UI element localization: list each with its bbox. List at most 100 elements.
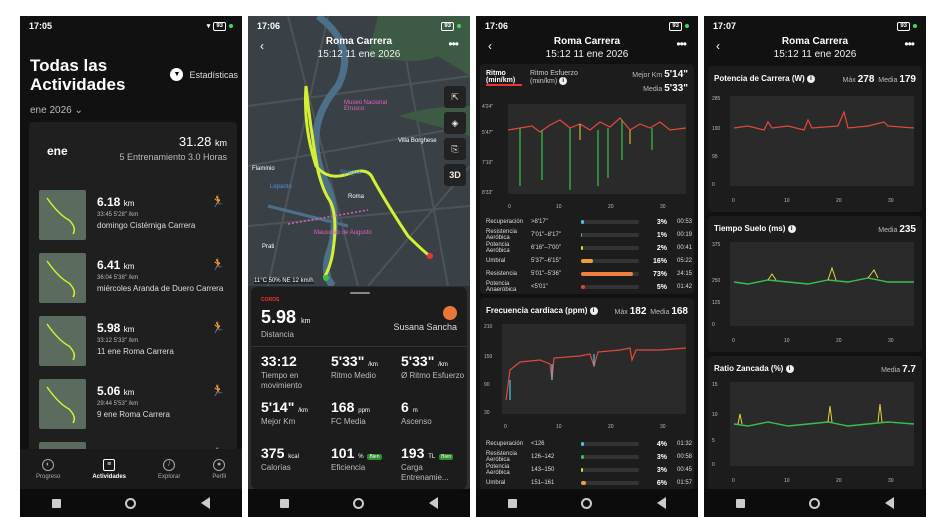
info-icon[interactable]: i [785, 364, 794, 373]
status-bar: 17:06 93 [476, 16, 698, 36]
activity-title: Roma Carrera [325, 36, 393, 47]
status-bar: 17:06 93 [248, 16, 470, 36]
export-icon[interactable]: ⎘ [444, 138, 466, 160]
pace-card: Ritmo (min/km) Ritmo Esfuerzo (min/km) i… [480, 64, 694, 294]
activity-list-item[interactable]: 5.06 km 29:44 5'53" /km 9 ene Roma Carrera… [29, 379, 237, 439]
system-nav [20, 489, 242, 517]
back-nav-button[interactable] [428, 497, 438, 509]
home-button[interactable] [809, 497, 821, 509]
route-thumbnail [39, 190, 86, 240]
zone-bar [581, 481, 639, 485]
map-label-prati: Prati [262, 244, 275, 250]
activity-list-item[interactable]: 5.98 km 33:12 5'33" /km 11 ene Roma Carrer… [29, 316, 237, 376]
tab-progreso[interactable]: ◐ Progreso [36, 458, 60, 480]
tab-actividades[interactable]: ≡ Actividades [92, 458, 126, 480]
route-thumbnail [39, 379, 86, 429]
back-nav-button[interactable] [884, 497, 894, 509]
route-map[interactable] [248, 16, 470, 286]
recents-button[interactable] [508, 498, 518, 508]
home-button[interactable] [125, 497, 137, 509]
more-icon[interactable]: ••• [904, 37, 915, 51]
system-nav [704, 489, 926, 517]
svg-text:5: 5 [712, 438, 715, 444]
status-bar: 17:05 ▾ 93 [20, 16, 242, 36]
back-nav-button[interactable] [200, 497, 210, 509]
more-icon[interactable]: ••• [448, 37, 459, 51]
tab-explorar[interactable]: / Explorar [158, 458, 180, 480]
svg-text:20: 20 [836, 338, 842, 344]
map-label-mausoleo: Mausoleo de Augusto [314, 230, 372, 236]
zone-row: Potencia Aeróbica 143–150 3% 00:45 [486, 464, 692, 476]
svg-text:10: 10 [784, 478, 790, 484]
brand-logo: COROS [261, 297, 280, 303]
recents-button[interactable] [52, 498, 62, 508]
map-label-museum: Museo Nacional Etrusco [344, 100, 388, 112]
tab-perfil[interactable]: ● Perfil [212, 458, 226, 480]
more-icon[interactable]: ••• [676, 37, 687, 51]
info-icon[interactable]: i [559, 77, 568, 85]
zone-bar [581, 246, 639, 250]
y-tick: 210 [484, 324, 493, 330]
info-icon[interactable]: i [787, 224, 796, 233]
svg-text:250: 250 [712, 278, 721, 284]
stride-ratio-card: Ratio Zancada (%) i Media 7.7 15 10 5 0 … [708, 356, 922, 492]
status-bar: 17:07 93 [704, 16, 926, 36]
info-icon[interactable]: i [589, 306, 598, 315]
share-icon[interactable]: ⇱ [444, 86, 466, 108]
route-thumbnail [39, 253, 86, 303]
button-3d[interactable]: 3D [444, 164, 466, 186]
x-tick: 30 [660, 204, 666, 210]
svg-text:30: 30 [888, 478, 894, 484]
home-button[interactable] [581, 497, 593, 509]
stat-tile: 6 m Ascenso [401, 399, 432, 426]
list-icon: ≡ [103, 458, 116, 471]
hr-chart[interactable]: 210 150 90 30 0 10 20 30 [480, 320, 694, 435]
ground-time-chart[interactable]: 375 250 125 0 0 10 20 30 [708, 238, 922, 350]
back-button[interactable]: ‹ [716, 39, 720, 53]
running-icon: 🏃 [211, 259, 225, 271]
home-button[interactable] [353, 497, 365, 509]
zone-bar [581, 442, 639, 446]
back-button[interactable]: ‹ [260, 39, 264, 53]
stat-tile: 33:12 Tiempo en movimiento [261, 353, 302, 390]
svg-text:0: 0 [732, 198, 735, 204]
zone-bar [581, 468, 639, 472]
avatar[interactable] [443, 306, 457, 320]
header: Roma Carrera 15:12 11 ene 2026 [248, 36, 470, 60]
month-selector[interactable]: ene 2026 ⌄ [30, 105, 83, 116]
recents-button[interactable] [736, 498, 746, 508]
tab-effort-pace[interactable]: Ritmo Esfuerzo (min/km) i [530, 70, 578, 85]
svg-text:0: 0 [712, 322, 715, 328]
layers-icon[interactable]: ◈ [444, 112, 466, 134]
screen-activity-map: Museo Nacional Etrusco Villa Borghese Fl… [248, 16, 470, 517]
pace-chart[interactable]: 4'24" 5'47" 7'10" 8'33" 0 10 20 30 [480, 100, 694, 215]
power-card: Potencia de Carrera (W) i Máx 278 Media … [708, 66, 922, 212]
drag-handle[interactable] [350, 292, 370, 294]
stride-ratio-chart[interactable]: 15 10 5 0 0 10 20 30 [708, 378, 922, 490]
svg-text:30: 30 [888, 198, 894, 204]
header: Roma Carrera 15:12 11 ene 2026 [773, 36, 857, 60]
stat-tile: 101 % Bien Eficiencia [331, 445, 382, 472]
power-chart[interactable]: 285 190 95 0 0 10 20 30 [708, 92, 922, 210]
chevron-down-icon: ▼ [170, 68, 184, 81]
back-button[interactable]: ‹ [488, 39, 492, 53]
activity-date: 15:12 11 ene 2026 [317, 49, 401, 60]
activity-list-item[interactable]: 6.41 km 36:04 5'38" /km miércoles Aranda d… [29, 253, 237, 313]
info-icon[interactable]: i [806, 74, 815, 83]
recents-button[interactable] [280, 498, 290, 508]
zone-row: Resistencia Aeróbica 7'01"–8'17" 1% 00:19 [486, 229, 692, 241]
hr-stats: Máx 182 Media 168 [614, 306, 688, 317]
distance-value: 5.98 km [261, 307, 311, 327]
activity-list-item[interactable]: 6.18 km 33:45 5'28" /km domingo Cistérniga… [29, 190, 237, 250]
distance-label: Distancia [261, 330, 294, 339]
back-nav-button[interactable] [656, 497, 666, 509]
x-tick: 0 [504, 424, 507, 430]
tab-pace[interactable]: Ritmo (min/km) [486, 70, 522, 86]
zone-row: Recuperación >8'17" 3% 00:53 [486, 218, 692, 226]
zone-bar [581, 220, 639, 224]
svg-text:0: 0 [712, 462, 715, 468]
svg-text:10: 10 [784, 338, 790, 344]
tab-bar: ◐ Progreso ≡ Actividades / Explorar ● Perfil [20, 449, 242, 489]
statistics-button[interactable]: ▼ Estadísticas [170, 68, 238, 81]
status-time: 17:05 [29, 21, 53, 31]
